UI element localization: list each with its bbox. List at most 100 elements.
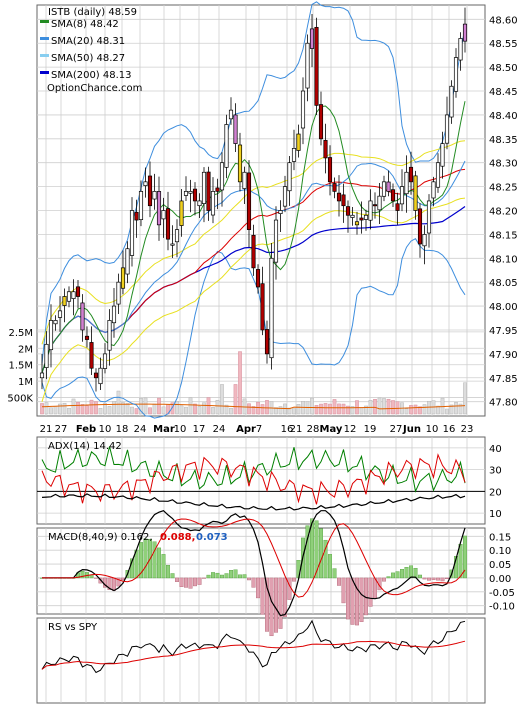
x-tick-label: 16: [443, 424, 456, 435]
volume-bar: [112, 401, 116, 415]
macd-histogram-bar: [215, 572, 220, 579]
candle-body: [282, 186, 288, 207]
indicator-lines: [40, 446, 468, 674]
volume-bar: [463, 382, 467, 415]
candle-body: [300, 90, 306, 129]
volume-tick-label: 2M: [18, 344, 33, 355]
candle-body: [48, 320, 54, 351]
candle-body: [246, 172, 252, 230]
candle-body: [444, 114, 450, 144]
candle-body: [255, 269, 261, 288]
macd-histogram-bar: [319, 528, 324, 579]
macd-histogram-bar: [328, 554, 333, 579]
envelope-upper: [41, 140, 466, 345]
candle-body: [291, 148, 297, 162]
candle-body: [336, 192, 342, 202]
x-tick-label: 24: [213, 424, 226, 435]
macd-histogram-bar: [183, 577, 188, 588]
volume-bar: [229, 407, 233, 415]
macd-line: [42, 510, 466, 617]
candle-body: [323, 140, 328, 159]
macd-histogram-bar: [422, 577, 427, 580]
macd-histogram-bar: [427, 577, 432, 581]
candle-body: [165, 208, 171, 240]
volume-bar: [58, 403, 62, 415]
macd-histogram-bar: [138, 542, 143, 579]
macd-tick-label: -0.05: [489, 588, 515, 599]
macd-histogram-bar: [292, 577, 297, 582]
macd-histogram-bar: [359, 577, 364, 622]
volume-bar: [310, 397, 314, 415]
candle-body: [435, 162, 441, 188]
macd-histogram-bar: [283, 577, 288, 617]
candle-body: [431, 181, 436, 199]
candle-body: [174, 229, 180, 243]
volume-tick-label: 1.5M: [8, 361, 33, 372]
macd-signal-value: 0.088,: [160, 532, 195, 543]
y-tick-label: 48.55: [489, 39, 518, 50]
adx-tick-label: 30: [489, 466, 502, 477]
volume-bar: [260, 404, 265, 415]
macd-histogram-bar: [440, 577, 445, 582]
candle-body: [278, 210, 283, 214]
candle-body: [404, 171, 409, 195]
candle-body: [156, 191, 162, 226]
legend-sma20: SMA(20) 48.31: [51, 36, 125, 47]
volume-bar: [44, 402, 49, 415]
candle-body: [192, 188, 198, 202]
volume-bar: [346, 405, 350, 415]
volume-bar: [40, 403, 44, 415]
candle-body: [413, 175, 418, 211]
macd-histogram-bar: [377, 577, 382, 591]
macd-histogram-bar: [143, 538, 148, 579]
volume-bar: [134, 408, 139, 415]
candle-body: [237, 144, 243, 183]
y-tick-label: 47.80: [489, 398, 518, 409]
volume-bar: [98, 407, 103, 415]
y-tick-label: 47.85: [489, 374, 518, 385]
volume-bar: [202, 402, 206, 415]
candle-body: [39, 372, 45, 379]
volume-bar: [53, 406, 58, 415]
macd-histogram-bar: [368, 577, 373, 607]
candle-body: [422, 234, 427, 247]
volume-bar: [359, 407, 364, 415]
x-tick-label: 21: [290, 424, 303, 435]
volume-bar: [386, 398, 391, 415]
candle-body: [152, 191, 157, 200]
candlesticks: [39, 7, 468, 392]
volume-bar: [404, 408, 409, 415]
candle-body: [129, 210, 135, 256]
volume-bar: [224, 404, 229, 415]
macd-tick-label: 0.15: [489, 532, 511, 543]
candle-body: [309, 28, 315, 49]
volume-bar: [251, 406, 256, 415]
candle-body: [98, 367, 103, 385]
x-tick-label: Apr: [236, 424, 256, 435]
x-tick-label: 10: [99, 424, 112, 435]
macd-hist-value: 0.073: [196, 532, 228, 543]
volume-bar: [211, 407, 215, 415]
candle-body: [66, 291, 72, 302]
candle-body: [372, 204, 378, 207]
candle-body: [341, 194, 346, 207]
x-tick-label: 24: [134, 424, 147, 435]
candle-body: [296, 133, 301, 151]
legend-swatch-sma20: [40, 37, 49, 40]
y-tick-label: 48.10: [489, 254, 518, 265]
legend-swatch-sma50: [40, 54, 49, 57]
volume-bar: [152, 403, 157, 415]
macd-histogram-bar: [219, 574, 224, 579]
macd-histogram-bar: [305, 525, 310, 579]
adx-minus-di-line: [41, 453, 466, 505]
volume-bar: [89, 399, 94, 415]
candle-body: [368, 200, 373, 221]
candle-body: [102, 353, 108, 369]
volume-bar: [377, 397, 382, 415]
volume-bar: [364, 405, 368, 415]
macd-histogram-bar: [404, 567, 409, 579]
macd-histogram-bar: [228, 570, 233, 579]
legend: SMA(8) 48.42 SMA(20) 48.31 SMA(50) 48.27…: [40, 19, 142, 94]
